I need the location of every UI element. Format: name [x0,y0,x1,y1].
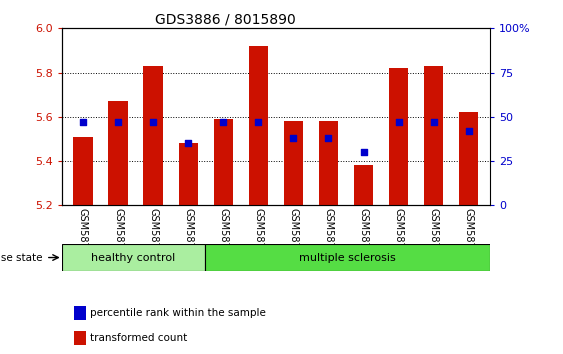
Text: multiple sclerosis: multiple sclerosis [299,252,396,263]
Text: disease state: disease state [0,252,42,263]
Bar [109,101,128,205]
Point [429,119,438,125]
Bar [213,119,233,205]
Bar [144,66,163,205]
Point [464,128,473,134]
Point [219,119,228,125]
Bar [319,121,338,205]
Bar [62,244,204,271]
Point [184,141,193,146]
Point [359,149,368,155]
Bar [424,66,443,205]
Bar [249,46,268,205]
Point [324,135,333,141]
Point [254,119,263,125]
Point [78,119,87,125]
Point [289,135,298,141]
Bar [354,166,373,205]
Text: percentile rank within the sample: percentile rank within the sample [90,308,266,318]
Point [149,119,158,125]
Bar [73,137,93,205]
Text: healthy control: healthy control [91,252,175,263]
Bar [178,143,198,205]
Bar [284,121,303,205]
Bar [389,68,408,205]
Bar [204,244,490,271]
Text: GDS3886 / 8015890: GDS3886 / 8015890 [155,12,296,27]
Bar [459,113,479,205]
Point [114,119,123,125]
Text: transformed count: transformed count [90,333,187,343]
Point [394,119,403,125]
